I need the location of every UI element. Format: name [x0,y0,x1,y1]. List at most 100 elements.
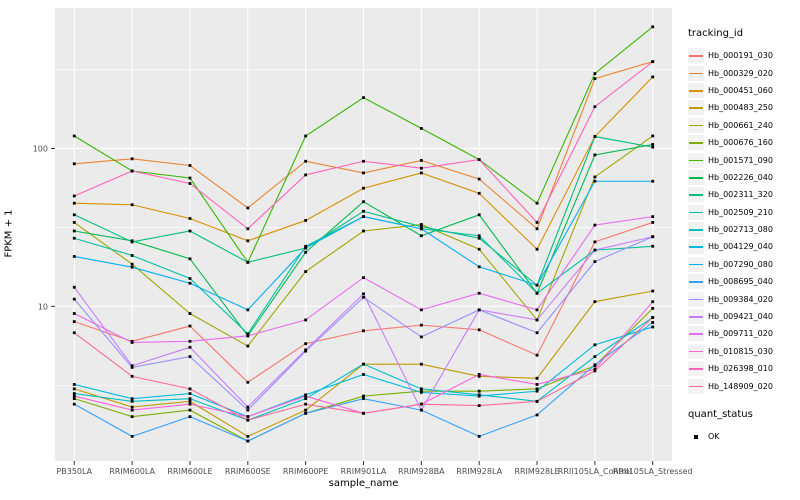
y-tick-label: 100 [33,144,48,153]
data-point-marker [304,318,308,322]
series-color-swatch [689,176,703,179]
data-point-marker [477,291,481,295]
data-point-marker [188,339,192,343]
data-point-marker [535,283,539,287]
data-point-marker [304,244,308,248]
data-point-marker [188,392,192,395]
data-point-marker [651,25,655,29]
data-point-marker [130,366,134,369]
legend-item: Hb_000483_250 [688,99,798,116]
data-point-marker [362,394,365,398]
data-point-marker [304,397,308,401]
data-point-marker [304,246,308,250]
data-point-marker [130,203,134,207]
data-point-marker [72,387,76,391]
data-point-marker [419,335,423,339]
data-point-marker [72,331,76,335]
data-point-marker [246,332,250,336]
legend-item-label: Hb_001571_090 [708,155,773,165]
data-point-marker [246,227,250,231]
data-point-marker [188,387,192,391]
series-color-swatch [689,159,703,162]
legend-item-label: Hb_000191_030 [708,51,773,61]
data-point-marker [593,105,597,109]
data-point-marker [72,221,76,224]
data-point-marker [72,229,76,233]
data-point-marker [130,408,134,412]
data-point-marker [477,404,481,407]
legend-item: Hb_148909_020 [688,377,798,394]
legend-item: Hb_026398_010 [688,360,798,377]
data-point-marker [651,321,655,324]
data-point-marker [188,176,192,180]
data-point-marker [130,265,134,269]
data-point-marker [593,367,597,371]
legend-item-label: Hb_000483_250 [708,103,773,113]
series-color-swatch [689,263,703,266]
legend-key-line-icon [688,169,704,185]
data-point-marker [362,96,365,100]
data-point-marker [72,320,76,324]
data-point-marker [362,411,365,415]
data-point-marker [477,308,481,312]
data-point-marker [651,244,655,248]
data-point-marker [419,387,423,391]
data-point-marker [535,221,539,224]
data-point-marker [304,173,308,177]
data-point-marker [477,374,481,378]
legend-item: Hb_000676_160 [688,134,798,151]
data-point-marker [477,234,481,238]
data-point-marker [651,60,655,64]
data-point-marker [362,229,365,233]
data-point-marker [304,270,308,273]
data-point-marker [130,405,134,409]
series-color-swatch [689,107,703,109]
data-point-marker [651,75,655,79]
data-point-marker [304,394,308,398]
legend-quant-label: OK [708,432,720,441]
data-point-marker [651,221,655,224]
data-point-marker [477,177,481,181]
data-point-marker [188,399,192,403]
legend-key-line-icon [688,100,704,116]
data-point-marker [419,159,423,162]
data-point-marker [477,247,481,251]
data-point-marker [651,300,655,304]
data-point-marker [72,213,76,217]
legend-title-tracking-id: tracking_id [688,28,744,39]
data-point-marker [419,227,423,231]
legend-item: Hb_009711_020 [688,325,798,342]
data-point-marker [651,289,655,293]
data-point-marker [477,236,481,240]
series-color-swatch [689,55,703,57]
legend-item-label: Hb_007290_080 [708,259,773,269]
data-point-marker [246,260,250,264]
data-point-marker [188,277,192,280]
data-point-marker [593,153,597,157]
legend-item: Hb_009421_040 [688,308,798,325]
data-point-marker [130,434,134,438]
data-point-marker [362,397,365,401]
data-point-marker [593,363,597,367]
legend-quant-status-block: quant_status OK [688,409,798,445]
legend-key-line-icon [688,48,704,64]
legend-item: Hb_001571_090 [688,151,798,168]
legend-key-square-icon [688,429,704,444]
data-point-marker [362,276,365,280]
data-point-marker [477,394,481,398]
series-color-swatch [689,333,703,336]
data-point-marker [419,223,423,226]
data-point-marker [246,380,250,384]
data-point-marker [477,191,481,195]
data-point-marker [72,134,76,138]
legend-item: Hb_000191_030 [688,47,798,64]
data-point-marker [477,434,481,438]
x-tick-label: RRIM600LA [109,467,155,476]
data-point-marker [72,297,76,301]
series-color-swatch [689,89,703,92]
y-axis-title: FPKM + 1 [3,209,15,258]
data-point-marker [593,260,597,264]
data-point-marker [304,219,308,222]
series-color-swatch [689,298,703,301]
x-tick-label: RRIM901LA [341,467,387,476]
